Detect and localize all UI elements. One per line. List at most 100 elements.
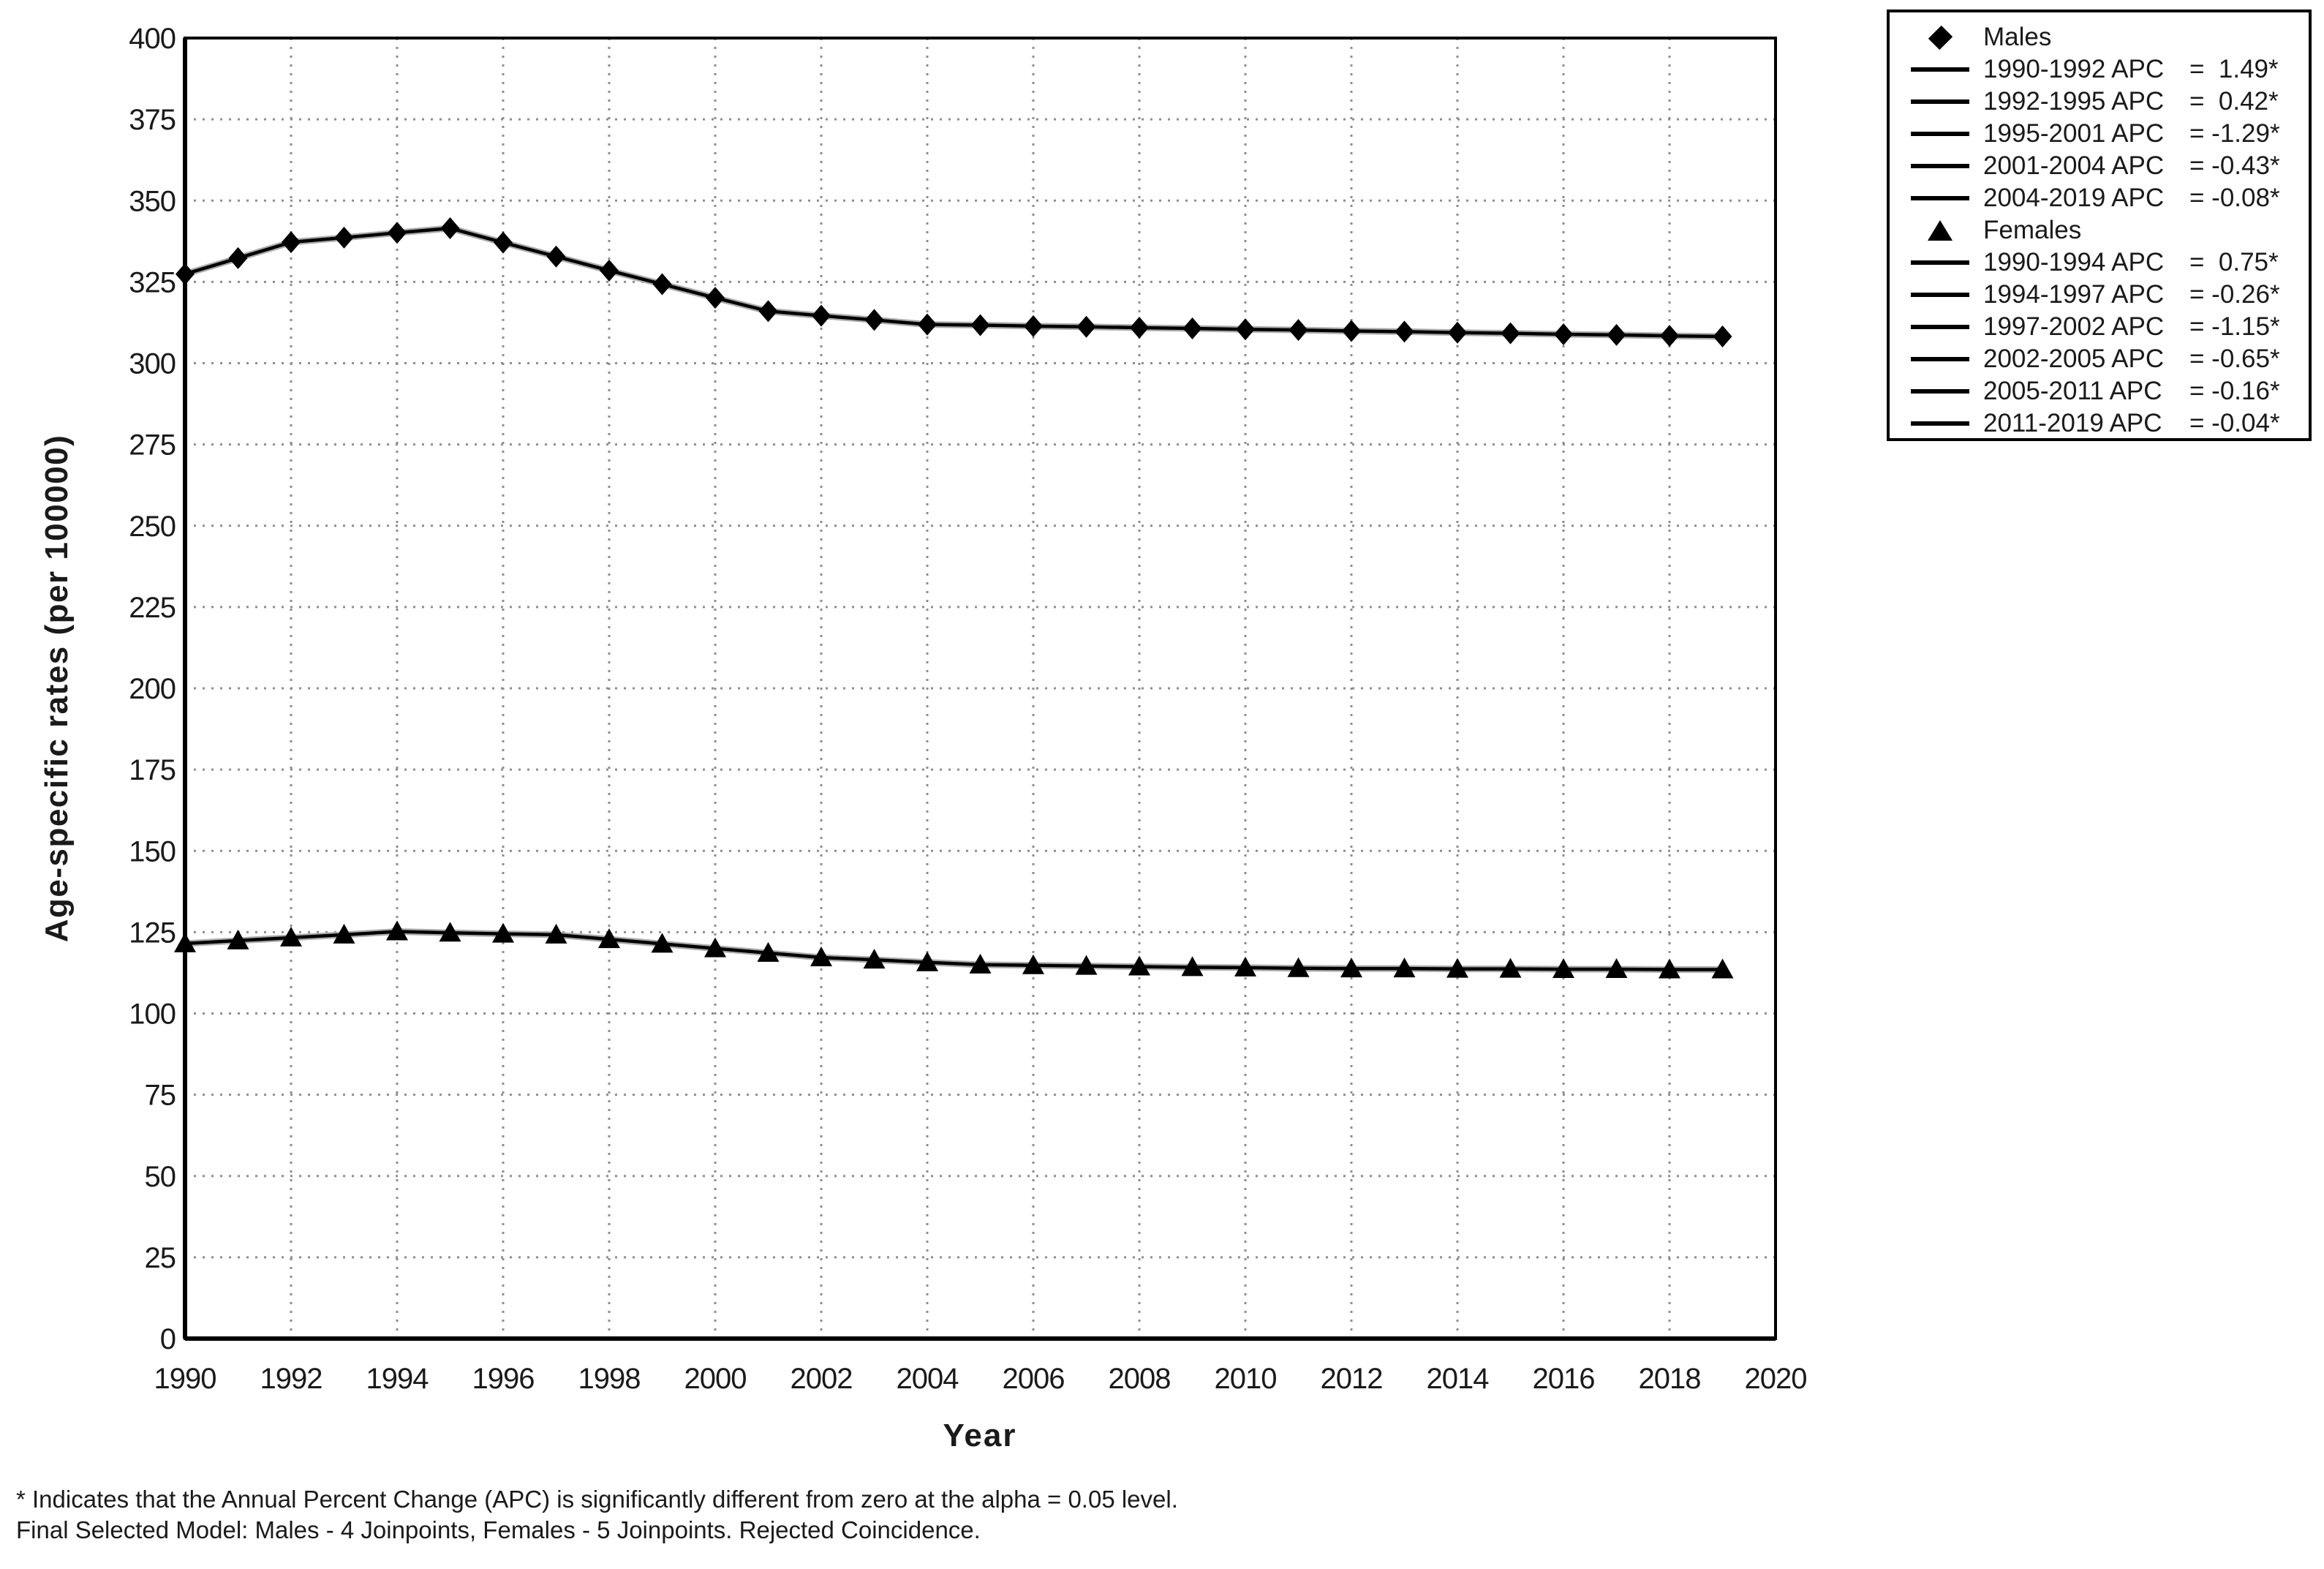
apc-value: = -0.26*: [2189, 280, 2280, 309]
males-marker-2009: [1182, 317, 1202, 339]
females-marker-2016: [1553, 958, 1574, 979]
apc-value: = -0.08*: [2189, 184, 2280, 212]
females-marker-2019: [1711, 958, 1734, 979]
females-marker-1997: [545, 923, 567, 944]
males-marker-2007: [1076, 315, 1096, 338]
males-marker-2004: [918, 313, 937, 336]
y-tick-labels: 4003753503253002752502252001751501251007…: [129, 23, 176, 1355]
svg-text:375: 375: [129, 104, 176, 136]
svg-text:25: 25: [145, 1242, 176, 1274]
males-marker-2006: [1024, 315, 1043, 337]
svg-text:2006: 2006: [1003, 1363, 1065, 1395]
y-axis-title: Age-specific rates (per 100000): [39, 434, 75, 943]
males-marker-1995: [440, 217, 460, 240]
apc-range-label: 2002-2005 APC: [1983, 345, 2165, 373]
females-marker-2005: [969, 953, 992, 974]
males-marker-2014: [1448, 321, 1467, 344]
males-diamond-icon: [1897, 25, 1983, 50]
legend-row-females: Females: [1897, 214, 2309, 247]
legend: Males 1990-1992 APC = 1.49* 1992-1995 AP…: [1887, 10, 2312, 441]
svg-text:2010: 2010: [1215, 1363, 1277, 1395]
apc-range-label: 1990-1992 APC: [1983, 55, 2165, 83]
svg-text:225: 225: [129, 592, 176, 624]
x-tick-labels: 1990 1992 1994 1996 1998 2000 2002 2004 2006 2008…: [154, 1363, 1808, 1395]
legend-series-label: Females: [1983, 216, 2082, 244]
footnote-significance: * Indicates that the Annual Percent Chan…: [16, 1486, 1178, 1513]
svg-text:1990: 1990: [154, 1363, 216, 1395]
line-sample-icon: [1897, 67, 1983, 72]
svg-text:2018: 2018: [1639, 1363, 1701, 1395]
svg-text:75: 75: [145, 1080, 176, 1112]
apc-value: = 0.42*: [2189, 87, 2279, 116]
males-marker-1994: [388, 222, 407, 244]
males-marker-2012: [1342, 320, 1361, 342]
line-sample-icon: [1897, 164, 1983, 168]
females-marker-2010: [1234, 956, 1256, 977]
apc-value: = -0.04*: [2189, 409, 2280, 437]
males-marker-2008: [1130, 317, 1149, 339]
apc-value: = 1.49*: [2189, 55, 2279, 83]
males-marker-2013: [1395, 320, 1414, 343]
males-marker-2001: [758, 300, 778, 323]
line-sample-icon: [1897, 389, 1983, 394]
legend-row: 2002-2005 APC = -0.65*: [1897, 343, 2309, 375]
svg-text:50: 50: [145, 1161, 176, 1193]
females-marker-2017: [1605, 958, 1628, 979]
males-series: [176, 217, 1732, 348]
legend-series-label: Males: [1983, 23, 2052, 51]
apc-value: = -1.15*: [2189, 312, 2280, 341]
svg-text:1994: 1994: [366, 1363, 429, 1395]
svg-text:1996: 1996: [472, 1363, 535, 1395]
apc-value: = -0.65*: [2189, 345, 2280, 373]
apc-range-label: 1990-1994 APC: [1983, 248, 2165, 276]
males-marker-2000: [706, 287, 725, 309]
females-marker-2014: [1446, 957, 1468, 978]
line-sample-icon: [1897, 421, 1983, 426]
males-marker-1996: [494, 231, 513, 254]
apc-value: = -1.29*: [2189, 119, 2280, 148]
females-marker-1998: [598, 928, 620, 949]
svg-text:2002: 2002: [791, 1363, 853, 1395]
females-marker-2001: [757, 941, 780, 962]
svg-text:2016: 2016: [1533, 1363, 1595, 1395]
legend-row: 1990-1994 APC = 0.75*: [1897, 247, 2309, 279]
svg-text:275: 275: [129, 429, 176, 462]
males-marker-2002: [812, 304, 831, 327]
males-marker-1992: [282, 231, 301, 254]
females-marker-2006: [1022, 954, 1044, 974]
apc-value: = -0.43*: [2189, 151, 2280, 180]
apc-range-label: 1994-1997 APC: [1983, 280, 2165, 309]
females-marker-2007: [1075, 955, 1098, 975]
females-marker-2008: [1128, 955, 1150, 976]
apc-range-label: 2005-2011 APC: [1983, 377, 2162, 405]
females-marker-2004: [916, 951, 938, 971]
apc-range-label: 2004-2019 APC: [1983, 184, 2165, 212]
footnotes: * Indicates that the Annual Percent Chan…: [16, 1484, 1178, 1546]
females-marker-2003: [863, 949, 886, 969]
females-marker-2018: [1659, 958, 1680, 979]
males-observed-line: [184, 225, 1723, 340]
line-sample-icon: [1897, 196, 1983, 200]
line-sample-icon: [1897, 325, 1983, 329]
legend-row: 1994-1997 APC = -0.26*: [1897, 279, 2309, 311]
svg-text:400: 400: [129, 23, 176, 55]
males-marker-1998: [600, 259, 619, 282]
svg-text:1992: 1992: [260, 1363, 322, 1395]
females-marker-2002: [810, 947, 832, 967]
males-marker-2015: [1501, 322, 1520, 345]
males-marker-2003: [864, 309, 884, 331]
females-marker-1991: [227, 929, 249, 949]
svg-text:300: 300: [129, 348, 176, 380]
males-marker-1997: [546, 245, 566, 268]
apc-range-label: 2001-2004 APC: [1983, 151, 2165, 180]
legend-row: 2004-2019 APC = -0.08*: [1897, 182, 2309, 214]
females-marker-2013: [1393, 957, 1416, 978]
apc-value: = -0.16*: [2189, 377, 2280, 405]
svg-text:2012: 2012: [1321, 1363, 1383, 1395]
females-marker-1994: [386, 920, 408, 941]
legend-row: 1992-1995 APC = 0.42*: [1897, 86, 2309, 118]
apc-range-label: 1995-2001 APC: [1983, 119, 2165, 148]
legend-row: 1995-2001 APC = -1.29*: [1897, 118, 2309, 150]
svg-text:175: 175: [129, 754, 176, 786]
svg-text:2000: 2000: [684, 1363, 747, 1395]
